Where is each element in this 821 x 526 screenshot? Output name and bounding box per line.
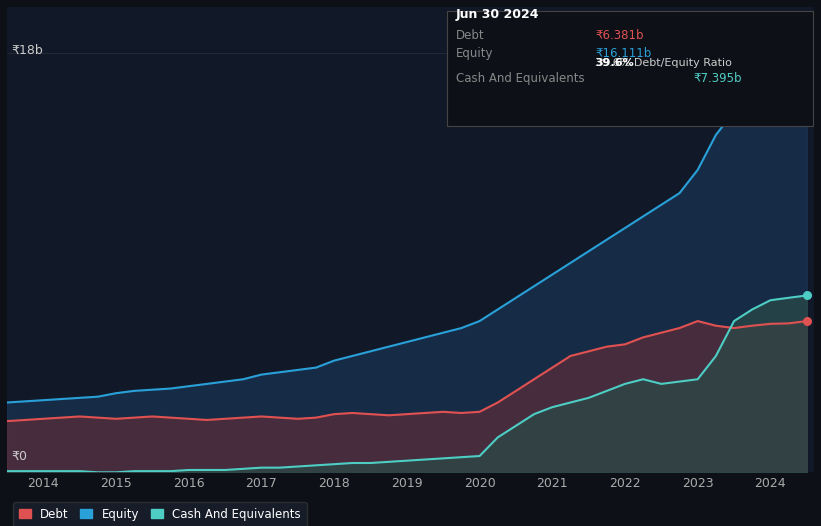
Text: ₹6.381b: ₹6.381b: [595, 29, 644, 43]
Text: Cash And Equivalents: Cash And Equivalents: [456, 72, 585, 85]
Text: ₹16.111b: ₹16.111b: [595, 47, 652, 60]
Text: ₹7.395b: ₹7.395b: [694, 72, 742, 85]
Point: [800, 291, 814, 300]
Text: Equity: Equity: [456, 47, 493, 60]
Text: Jun 30 2024: Jun 30 2024: [456, 8, 539, 22]
Text: ₹18b: ₹18b: [11, 44, 43, 57]
Text: 39.6% Debt/Equity Ratio: 39.6% Debt/Equity Ratio: [595, 58, 732, 68]
Legend: Debt, Equity, Cash And Equivalents: Debt, Equity, Cash And Equivalents: [13, 502, 307, 526]
Point: [800, 317, 814, 325]
Text: Debt: Debt: [456, 29, 484, 43]
Text: 39.6%: 39.6%: [595, 58, 634, 68]
Text: ₹0: ₹0: [11, 450, 27, 463]
Point: [800, 73, 814, 81]
